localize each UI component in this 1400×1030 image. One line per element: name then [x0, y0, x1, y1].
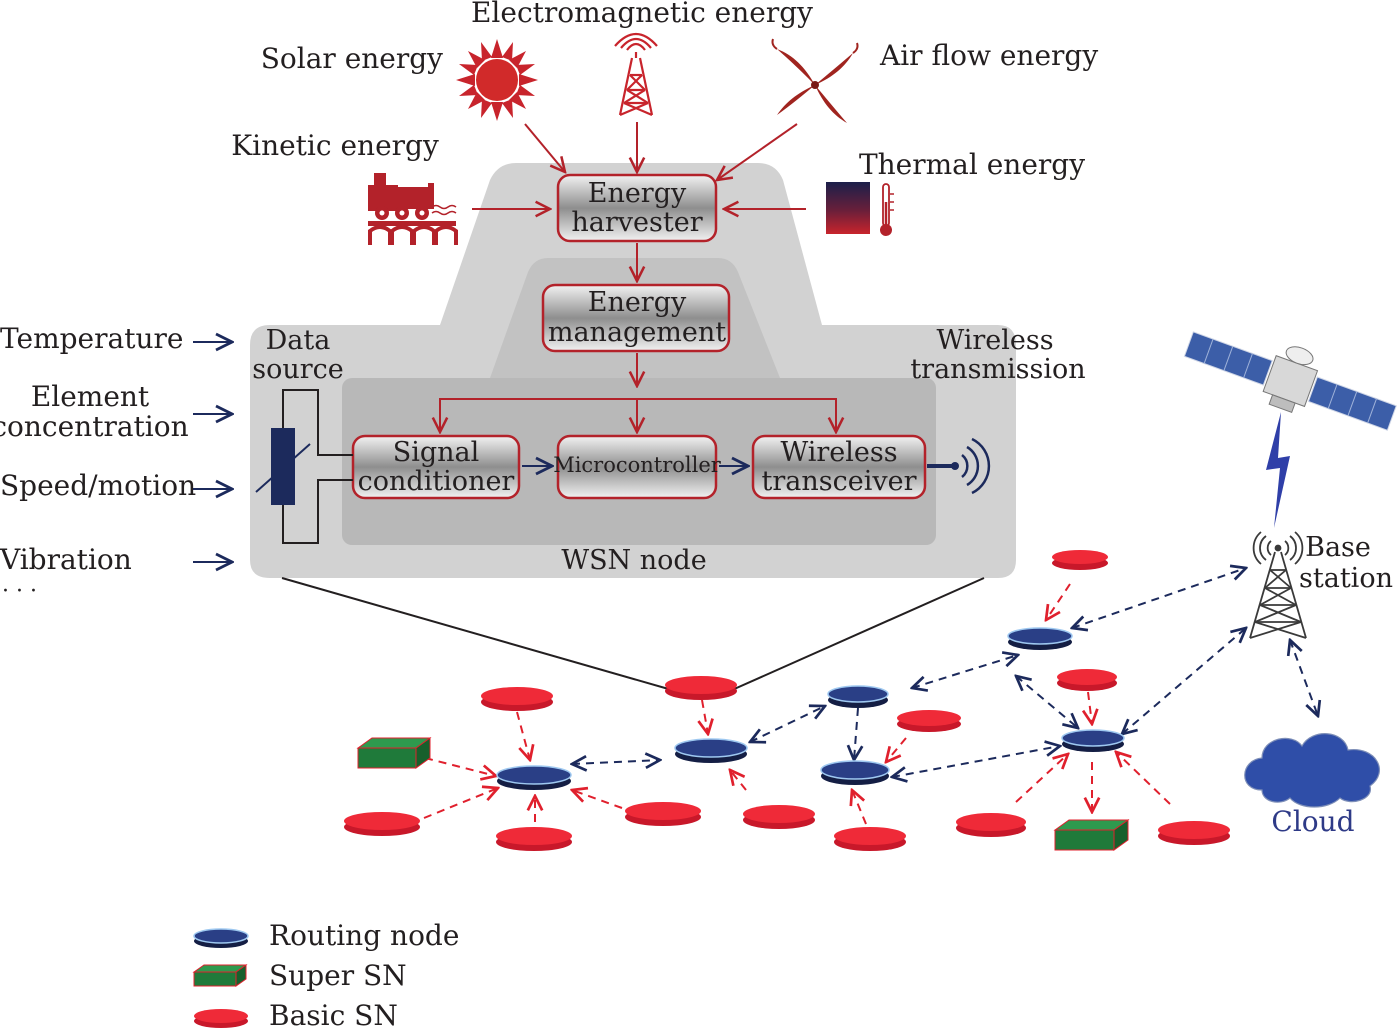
- legend-super-label: Super SN: [269, 959, 407, 992]
- routing-node: [674, 738, 748, 763]
- basic-sn: [1057, 669, 1117, 691]
- svg-text:Wireless: Wireless: [780, 437, 897, 468]
- svg-text:conditioner: conditioner: [358, 466, 515, 497]
- basic-sn: [344, 812, 420, 836]
- routing-node: [1061, 729, 1125, 752]
- base-station-label: Base: [1305, 532, 1371, 563]
- svg-text:Energy: Energy: [588, 287, 687, 318]
- base-station-label-2: station: [1299, 563, 1393, 594]
- routing-nodes: [496, 627, 1125, 790]
- basic-sn: [1158, 821, 1230, 845]
- wireless-transmission-label-2: transmission: [910, 354, 1085, 385]
- legend-super-swatch: [192, 964, 248, 987]
- energy-harvester-block: Energy harvester: [556, 173, 718, 243]
- zoom-line-right: [731, 577, 985, 691]
- svg-text:management: management: [548, 317, 726, 348]
- legend-basic-swatch: [194, 1009, 248, 1028]
- basic-sn: [897, 710, 961, 732]
- super-sn-nodes: [356, 737, 1130, 851]
- input-ellipsis: · · ·: [2, 579, 37, 604]
- energy-management-block: Energy management: [541, 283, 731, 353]
- kinetic-energy-label: Kinetic energy: [231, 129, 439, 162]
- input-element-label-2: concentration: [0, 410, 189, 443]
- cloud-label: Cloud: [1271, 805, 1354, 838]
- input-vibration-label: Vibration: [0, 543, 132, 576]
- legend-routing-label: Routing node: [269, 919, 459, 952]
- super-sn: [1053, 819, 1130, 851]
- sensor-icon: [255, 389, 353, 544]
- antenna-tower-icon: [614, 32, 658, 117]
- electromagnetic-energy-label: Electromagnetic energy: [471, 0, 813, 29]
- zoom-line-left: [281, 577, 673, 691]
- svg-text:harvester: harvester: [571, 207, 702, 238]
- base-station-tower-icon: [1249, 531, 1307, 639]
- wireless-waves-icon: [927, 437, 991, 495]
- lightning-icon: [1266, 412, 1290, 528]
- basic-sn-nodes: [344, 550, 1230, 851]
- wind-turbine-icon: [771, 38, 859, 123]
- basic-sn: [834, 827, 906, 851]
- basic-sn: [481, 687, 553, 711]
- super-sn: [356, 737, 432, 769]
- legend-basic-label: Basic SN: [269, 999, 398, 1030]
- routing-node: [827, 685, 889, 708]
- wsn-node-label: WSN node: [561, 545, 706, 576]
- data-source-label-2: source: [252, 354, 344, 385]
- cloud-icon: [1244, 733, 1380, 808]
- thermal-icon: [826, 182, 894, 236]
- svg-text:Microcontroller: Microcontroller: [553, 453, 722, 477]
- legend-routing-swatch: [193, 928, 249, 948]
- input-speed-label: Speed/motion: [0, 469, 196, 502]
- microcontroller-block: Microcontroller: [553, 434, 722, 500]
- basic-sn: [743, 805, 815, 829]
- energy-source-arrows: [472, 122, 806, 209]
- svg-text:Energy: Energy: [588, 178, 687, 209]
- basic-sn: [665, 676, 737, 700]
- svg-text:Signal: Signal: [393, 437, 480, 468]
- wireless-transmission-label: Wireless: [936, 325, 1053, 356]
- solar-energy-label: Solar energy: [261, 42, 443, 75]
- svg-text:transceiver: transceiver: [762, 466, 917, 497]
- internal-arrows: [440, 243, 836, 432]
- input-element-label: Element: [31, 380, 150, 413]
- legend: Routing node Super SN Basic SN: [192, 919, 459, 1030]
- routing-node: [820, 760, 890, 785]
- network-navy-links: [572, 568, 1318, 777]
- air-flow-energy-label: Air flow energy: [879, 39, 1098, 72]
- input-temperature-label: Temperature: [0, 322, 183, 355]
- routing-node: [496, 765, 572, 790]
- network-red-links: [423, 583, 1171, 825]
- signal-conditioner-block: Signal conditioner: [351, 434, 521, 500]
- basic-sn: [1052, 550, 1108, 570]
- basic-sn: [496, 827, 572, 851]
- sun-icon: [456, 39, 538, 121]
- wireless-transceiver-block: Wireless transceiver: [751, 434, 927, 500]
- train-icon: [368, 173, 458, 245]
- data-source-label: Data: [266, 325, 331, 356]
- basic-sn: [956, 813, 1026, 837]
- basic-sn: [625, 802, 701, 826]
- satellite-icon: [1183, 331, 1397, 431]
- thermal-energy-label: Thermal energy: [859, 148, 1085, 181]
- input-arrows: [193, 342, 232, 562]
- routing-node: [1007, 627, 1073, 650]
